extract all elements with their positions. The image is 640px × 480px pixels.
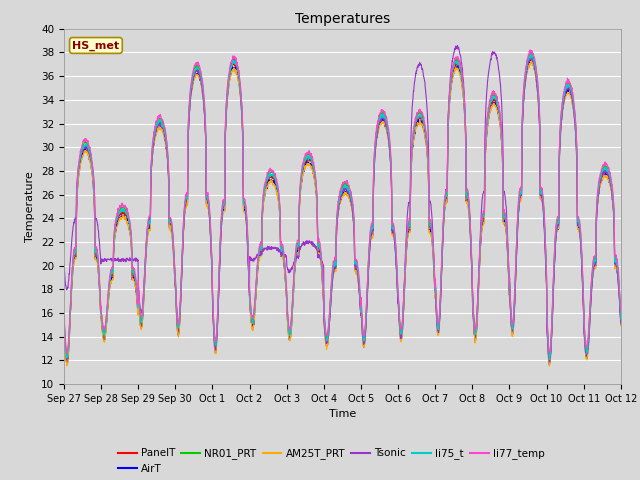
Y-axis label: Temperature: Temperature [26, 171, 35, 242]
li75_t [216, 267, 223, 273]
AM25T_PRT [358, 332, 366, 338]
AirT [371, 158, 378, 164]
NR01_PRT [504, 259, 512, 265]
Line: li75_t: li75_t [64, 54, 621, 360]
AM25T_PRT [545, 363, 553, 369]
AM25T_PRT [617, 323, 625, 329]
X-axis label: Time: Time [329, 409, 356, 419]
Line: AM25T_PRT: AM25T_PRT [64, 61, 621, 366]
NR01_PRT [568, 90, 576, 96]
Tsonic [454, 43, 461, 48]
Line: li77_temp: li77_temp [64, 50, 621, 353]
AirT [60, 323, 68, 328]
AM25T_PRT [584, 353, 591, 359]
AM25T_PRT [371, 158, 378, 164]
NR01_PRT [60, 313, 68, 319]
li77_temp [568, 85, 576, 91]
Text: HS_met: HS_met [72, 40, 120, 50]
NR01_PRT [584, 342, 591, 348]
NR01_PRT [63, 353, 70, 359]
li75_t [584, 345, 591, 350]
AirT [617, 322, 625, 327]
li75_t [358, 324, 366, 330]
PanelT [63, 359, 71, 364]
PanelT [504, 263, 512, 269]
li75_t [60, 316, 68, 322]
li77_temp [617, 309, 625, 314]
AirT [504, 263, 512, 269]
NR01_PRT [371, 146, 379, 152]
li77_temp [526, 47, 534, 53]
PanelT [568, 94, 576, 99]
Tsonic [358, 328, 366, 334]
Line: NR01_PRT: NR01_PRT [64, 53, 621, 356]
Legend: PanelT, AirT, NR01_PRT, AM25T_PRT, Tsonic, li75_t, li77_temp: PanelT, AirT, NR01_PRT, AM25T_PRT, Tsoni… [113, 444, 549, 478]
AM25T_PRT [216, 274, 223, 280]
Line: Tsonic: Tsonic [64, 46, 621, 362]
AirT [584, 351, 591, 357]
Tsonic [568, 96, 576, 102]
AM25T_PRT [568, 101, 576, 107]
Tsonic [371, 160, 378, 166]
AM25T_PRT [504, 263, 512, 269]
Tsonic [617, 320, 625, 326]
PanelT [216, 260, 223, 265]
AM25T_PRT [527, 58, 535, 64]
Tsonic [60, 262, 68, 267]
Tsonic [504, 254, 512, 260]
li77_temp [60, 310, 68, 316]
Tsonic [584, 348, 591, 353]
li77_temp [63, 350, 71, 356]
PanelT [584, 347, 591, 353]
li75_t [546, 357, 554, 362]
AirT [216, 271, 223, 277]
AirT [527, 58, 534, 63]
AM25T_PRT [60, 322, 68, 328]
NR01_PRT [216, 256, 223, 262]
AirT [568, 98, 576, 104]
PanelT [527, 54, 535, 60]
li77_temp [216, 254, 223, 260]
NR01_PRT [527, 50, 535, 56]
PanelT [60, 318, 68, 324]
li75_t [527, 51, 535, 57]
li77_temp [504, 255, 512, 261]
li75_t [568, 91, 576, 96]
PanelT [617, 317, 625, 323]
li75_t [504, 256, 512, 262]
PanelT [359, 330, 367, 336]
Line: AirT: AirT [64, 60, 621, 365]
li77_temp [359, 324, 367, 330]
NR01_PRT [617, 312, 625, 318]
li75_t [371, 152, 378, 158]
li77_temp [584, 340, 591, 346]
li77_temp [371, 144, 379, 149]
li75_t [617, 316, 625, 322]
Tsonic [216, 275, 223, 280]
Title: Temperatures: Temperatures [295, 12, 390, 26]
AirT [358, 331, 366, 337]
NR01_PRT [359, 326, 367, 332]
PanelT [371, 151, 379, 156]
Line: PanelT: PanelT [64, 57, 621, 361]
Tsonic [545, 359, 553, 365]
AirT [545, 362, 553, 368]
